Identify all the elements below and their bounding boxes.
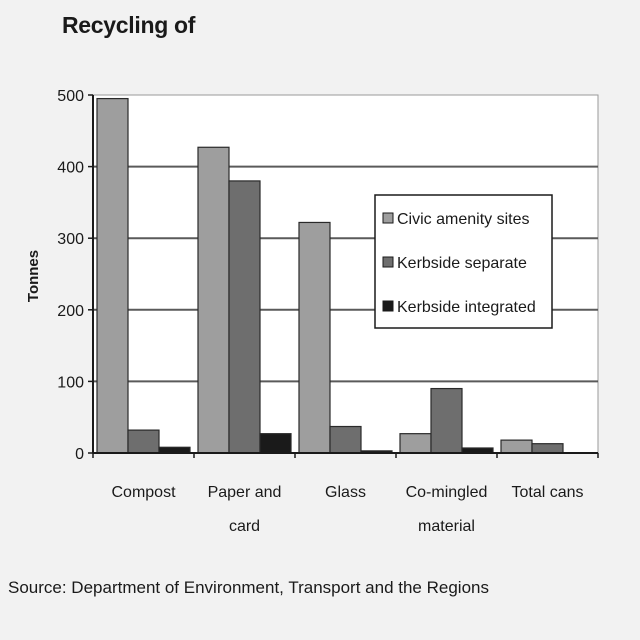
bar (96, 97, 129, 454)
x-tick-label: Compost (111, 484, 176, 501)
bar (298, 221, 331, 454)
x-tick-label: Co-mingled material (406, 484, 488, 535)
y-axis-title: Tonnes (25, 250, 42, 302)
x-tick-label-line: Paper and (208, 484, 282, 501)
y-tick-label: 300 (57, 231, 84, 248)
legend: Civic amenity sites Kerbside separate Kerb… (374, 194, 553, 329)
x-axis: Compost Paper and card Glass Co-mingled mater… (92, 452, 599, 535)
y-tick-label: 100 (57, 374, 84, 391)
bars (96, 97, 564, 454)
x-tick-label-line: Total cans (511, 484, 583, 501)
bar (127, 429, 160, 454)
x-tick-label: Paper and card (208, 484, 282, 535)
bar (259, 433, 292, 454)
x-tick-label-line: card (229, 518, 260, 535)
legend-label: Kerbside integrated (397, 299, 536, 316)
chart-title: Recycling of (62, 12, 196, 38)
x-tick-label-line: Glass (325, 484, 366, 501)
bar (399, 433, 432, 454)
legend-label: Kerbside separate (397, 255, 527, 272)
bar (430, 387, 463, 454)
bar (329, 425, 362, 454)
legend-swatch (382, 212, 394, 224)
legend-swatch (382, 300, 394, 312)
y-tick-label: 200 (57, 303, 84, 320)
x-tick-label-line: material (418, 518, 475, 535)
source-note: Source: Department of Environment, Trans… (8, 578, 489, 597)
y-tick-label: 0 (75, 446, 84, 463)
x-tick-label-line: Co-mingled (406, 484, 488, 501)
y-axis: 0 100 200 300 400 500 (57, 88, 94, 463)
legend-box (374, 194, 553, 329)
y-tick-label: 500 (57, 88, 84, 105)
bar-chart: 0 100 200 300 400 500 Compost Paper and card Gla… (25, 88, 599, 535)
x-tick-label: Glass (325, 484, 366, 501)
bar (500, 439, 533, 454)
bar (228, 180, 261, 454)
x-tick-label-line: Compost (111, 484, 176, 501)
legend-swatch (382, 256, 394, 268)
legend-label: Civic amenity sites (397, 211, 529, 228)
x-tick-label: Total cans (511, 484, 583, 501)
bar (531, 443, 564, 454)
y-tick-label: 400 (57, 160, 84, 177)
bar (197, 146, 230, 454)
